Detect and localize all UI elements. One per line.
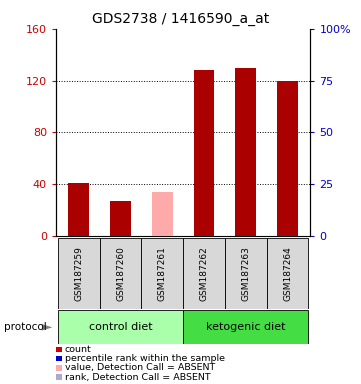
Bar — [267, 238, 308, 309]
Text: percentile rank within the sample: percentile rank within the sample — [65, 354, 225, 363]
Text: GSM187263: GSM187263 — [241, 246, 250, 301]
Text: GSM187261: GSM187261 — [158, 246, 167, 301]
Text: value, Detection Call = ABSENT: value, Detection Call = ABSENT — [65, 363, 215, 372]
Text: GSM187260: GSM187260 — [116, 246, 125, 301]
Bar — [152, 192, 173, 236]
Bar — [183, 310, 308, 344]
Text: count: count — [65, 345, 92, 354]
Text: protocol: protocol — [4, 322, 46, 332]
Text: GSM187262: GSM187262 — [200, 246, 209, 301]
Text: GDS2738 / 1416590_a_at: GDS2738 / 1416590_a_at — [92, 12, 269, 25]
Text: rank, Detection Call = ABSENT: rank, Detection Call = ABSENT — [65, 372, 210, 382]
Bar — [225, 238, 267, 309]
Bar — [183, 238, 225, 309]
Bar — [100, 238, 142, 309]
Text: GSM187259: GSM187259 — [74, 246, 83, 301]
Text: control diet: control diet — [89, 322, 152, 332]
Bar — [142, 238, 183, 309]
Bar — [69, 183, 89, 236]
Bar — [277, 81, 298, 236]
Bar — [58, 310, 183, 344]
Bar — [110, 201, 131, 236]
Text: ketogenic diet: ketogenic diet — [206, 322, 286, 332]
Bar — [235, 68, 256, 236]
Bar — [58, 238, 100, 309]
Polygon shape — [42, 324, 52, 331]
Text: GSM187264: GSM187264 — [283, 246, 292, 301]
Bar — [193, 70, 214, 236]
